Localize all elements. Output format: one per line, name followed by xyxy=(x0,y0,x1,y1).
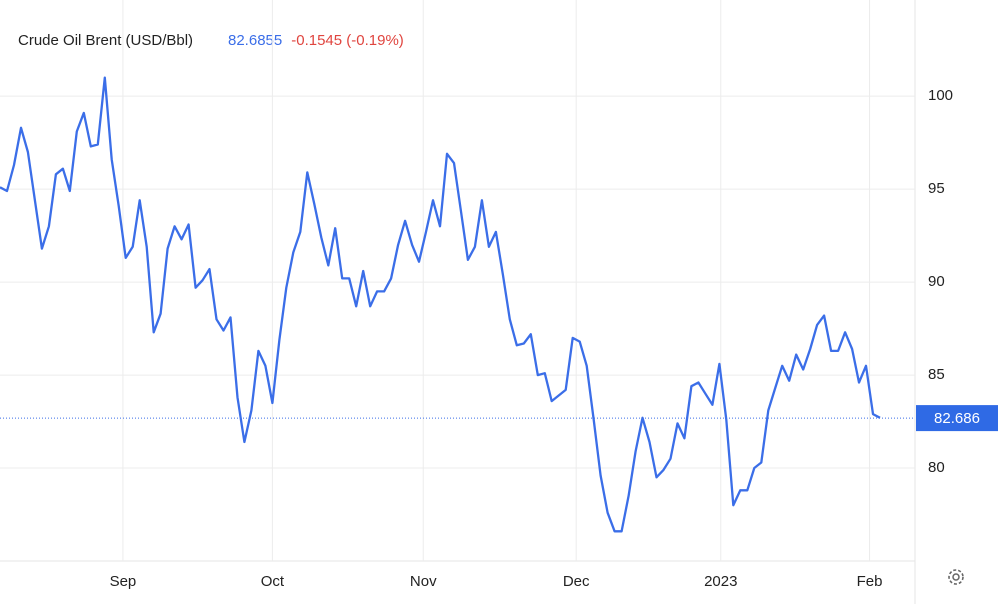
x-tick-label: Sep xyxy=(110,573,137,590)
y-tick-label: 100 xyxy=(928,87,953,104)
settings-icon[interactable] xyxy=(948,569,964,585)
x-tick-label: Oct xyxy=(261,573,285,590)
price: 82.6855 xyxy=(228,32,282,49)
x-tick-label: Dec xyxy=(563,573,590,590)
last-price-label: 82.686 xyxy=(934,410,980,427)
price-change: -0.1545 (-0.19%) xyxy=(291,32,404,49)
chart-title: Crude Oil Brent (USD/Bbl) xyxy=(18,32,193,49)
y-tick-label: 95 xyxy=(928,180,945,197)
y-tick-label: 85 xyxy=(928,366,945,383)
x-tick-label: 2023 xyxy=(704,573,737,590)
y-tick-label: 90 xyxy=(928,273,945,290)
x-tick-label: Nov xyxy=(410,573,437,590)
last-price-badge xyxy=(916,405,998,432)
y-tick-label: 80 xyxy=(928,459,945,476)
price-line xyxy=(0,76,881,533)
x-tick-label: Feb xyxy=(857,573,883,590)
